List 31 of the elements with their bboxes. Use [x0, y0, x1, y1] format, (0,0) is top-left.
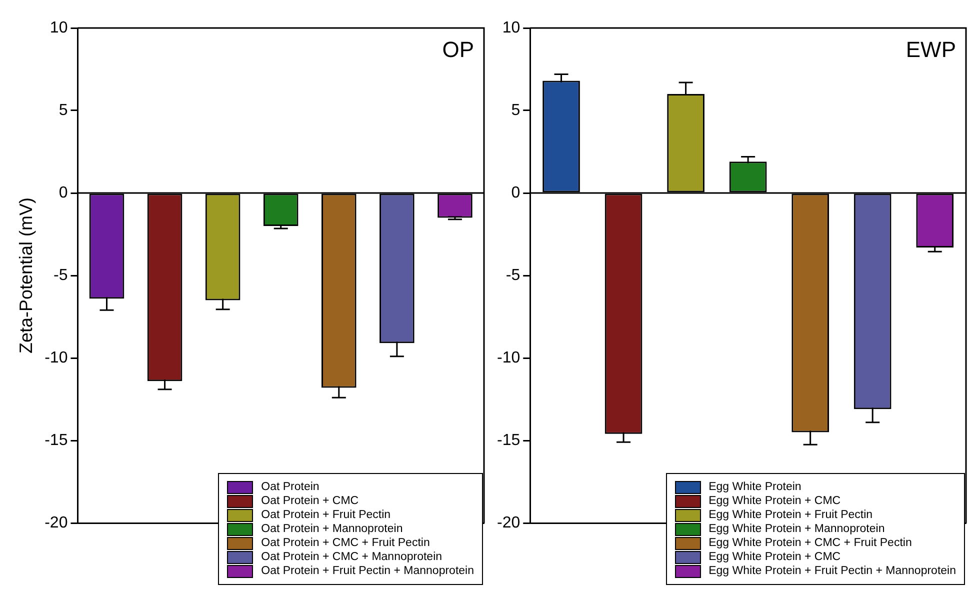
y-tick-label: -15: [497, 432, 520, 449]
y-tick-label: 0: [58, 184, 68, 202]
y-tick-label: -10: [44, 349, 68, 366]
y-tick-label: 10: [502, 19, 520, 36]
legend-label: Oat Protein + Fruit Pectin + Mannoprotein: [261, 564, 474, 578]
y-tick-label: 0: [511, 184, 520, 202]
legend-label: Egg White Protein + Fruit Pectin: [708, 508, 873, 522]
y-tick-label: 5: [511, 102, 520, 119]
y-tick-label: 5: [58, 102, 68, 119]
y-tick-label: 10: [50, 19, 68, 36]
legend-label: Oat Protein + Fruit Pectin: [261, 508, 391, 522]
legend-label: Oat Protein + CMC + Mannoprotein: [261, 550, 442, 564]
legend-label: Egg White Protein: [708, 480, 802, 494]
legend-label: Oat Protein + CMC: [261, 494, 359, 508]
legend-label: Oat Protein: [261, 480, 320, 494]
y-tick-label: -10: [497, 349, 520, 366]
legend-label: Oat Protein + CMC + Fruit Pectin: [261, 536, 430, 550]
y-tick-label: -15: [44, 432, 68, 449]
legend-label: Oat Protein + Mannoprotein: [261, 522, 403, 536]
annotation: OP: [442, 37, 474, 62]
legend-label: Egg White Protein + CMC: [708, 494, 841, 508]
y-tick-label: -5: [53, 266, 68, 284]
y-axis-title: Zeta-Potential (mV): [16, 197, 36, 354]
legend-label: Egg White Protein + Fruit Pectin + Mannoprotein: [708, 564, 956, 578]
legend-label: Egg White Protein + CMC: [708, 550, 841, 564]
y-tick-label: -20: [44, 514, 68, 532]
legend-label: Egg White Protein + Mannoprotein: [708, 522, 885, 536]
legend-label: Egg White Protein + CMC + Fruit Pectin: [708, 536, 912, 550]
y-tick-label: -20: [497, 514, 520, 532]
y-tick-label: -5: [506, 266, 520, 284]
annotation: EWP: [906, 37, 956, 62]
